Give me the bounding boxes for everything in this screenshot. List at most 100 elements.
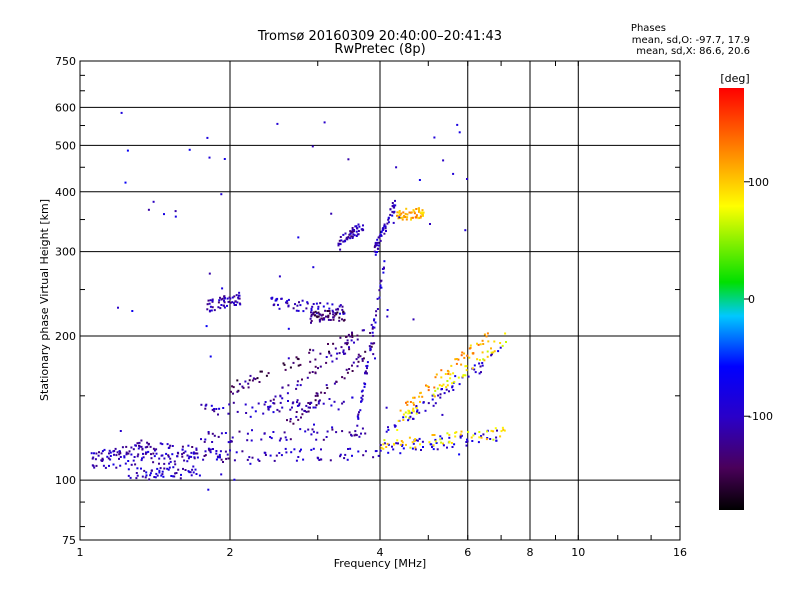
- data-point: [211, 306, 214, 309]
- data-point: [429, 223, 431, 225]
- data-point: [392, 221, 395, 224]
- data-point: [317, 315, 320, 318]
- data-point: [364, 350, 367, 353]
- data-point: [411, 409, 414, 412]
- data-point: [247, 382, 250, 385]
- data-point: [486, 430, 488, 433]
- data-point: [309, 406, 311, 409]
- data-point: [411, 216, 414, 219]
- data-point: [338, 316, 341, 319]
- data-point: [313, 311, 316, 314]
- data-point: [425, 384, 427, 387]
- data-point: [454, 435, 457, 438]
- data-point: [397, 442, 399, 445]
- data-point: [182, 467, 184, 470]
- data-point: [401, 218, 404, 221]
- data-point: [499, 346, 502, 349]
- data-point: [328, 307, 331, 310]
- data-point: [371, 342, 374, 345]
- data-point: [315, 392, 318, 395]
- data-point: [410, 211, 413, 214]
- x-tick-label-6: 6: [464, 546, 471, 559]
- data-point: [318, 320, 321, 323]
- data-point: [490, 351, 493, 354]
- data-point: [473, 364, 476, 367]
- data-point: [327, 343, 329, 345]
- data-point: [345, 342, 348, 345]
- data-point: [208, 310, 211, 313]
- data-point: [272, 411, 275, 414]
- data-point: [294, 303, 296, 306]
- data-point: [356, 227, 358, 230]
- data-point: [341, 430, 344, 433]
- data-point: [464, 365, 467, 368]
- data-point: [471, 440, 474, 442]
- data-point: [307, 428, 310, 431]
- data-point: [207, 432, 210, 435]
- data-point: [337, 308, 340, 311]
- data-point: [410, 411, 413, 414]
- data-point: [269, 454, 272, 457]
- data-point: [270, 437, 273, 440]
- data-point: [456, 123, 459, 126]
- data-point: [295, 309, 298, 312]
- data-point: [339, 243, 342, 246]
- data-point: [370, 342, 373, 345]
- data-point: [310, 313, 313, 316]
- phase-info-x: mean, sd,X: 86.6, 20.6: [636, 46, 750, 57]
- data-point: [374, 450, 377, 453]
- data-point: [348, 348, 351, 351]
- data-point: [443, 392, 446, 395]
- data-point: [174, 215, 177, 218]
- data-point: [233, 304, 236, 306]
- data-point: [353, 434, 356, 437]
- data-point: [179, 477, 182, 480]
- data-point: [198, 474, 201, 477]
- data-point: [454, 358, 457, 361]
- data-point: [236, 410, 239, 413]
- data-point: [474, 432, 477, 435]
- data-point: [244, 380, 247, 383]
- data-point: [439, 393, 442, 396]
- data-point: [140, 439, 143, 442]
- data-point: [249, 462, 252, 465]
- data-point: [354, 430, 357, 433]
- data-point: [379, 239, 382, 242]
- data-point: [351, 227, 354, 229]
- data-point: [132, 448, 135, 451]
- data-point: [186, 454, 189, 457]
- data-point: [434, 389, 437, 392]
- data-point: [337, 408, 340, 411]
- data-point: [412, 403, 415, 406]
- data-point: [490, 429, 493, 432]
- data-point: [200, 403, 203, 406]
- data-point: [135, 472, 138, 474]
- data-point: [432, 444, 435, 447]
- data-point: [351, 454, 353, 457]
- data-point: [418, 179, 421, 181]
- data-point: [272, 398, 275, 401]
- data-point: [415, 439, 418, 442]
- data-point: [238, 297, 241, 300]
- data-point: [360, 396, 363, 399]
- data-point: [348, 233, 351, 236]
- data-point: [167, 468, 170, 471]
- data-point: [312, 266, 315, 269]
- colorbar-ticks: -100 0 100: [744, 176, 773, 423]
- data-point: [351, 229, 354, 231]
- data-point: [206, 303, 209, 306]
- data-point: [427, 402, 430, 405]
- data-point: [249, 415, 252, 418]
- data-point: [362, 224, 364, 227]
- x-tick-label-4: 4: [377, 546, 384, 559]
- data-point: [392, 204, 395, 207]
- data-point: [169, 460, 172, 463]
- data-point: [230, 440, 233, 443]
- x-tick-label-8: 8: [527, 546, 534, 559]
- data-point: [315, 404, 318, 407]
- data-point: [119, 430, 122, 432]
- data-point: [293, 448, 296, 451]
- data-point: [468, 356, 471, 359]
- data-point: [281, 386, 284, 389]
- data-point: [220, 473, 223, 476]
